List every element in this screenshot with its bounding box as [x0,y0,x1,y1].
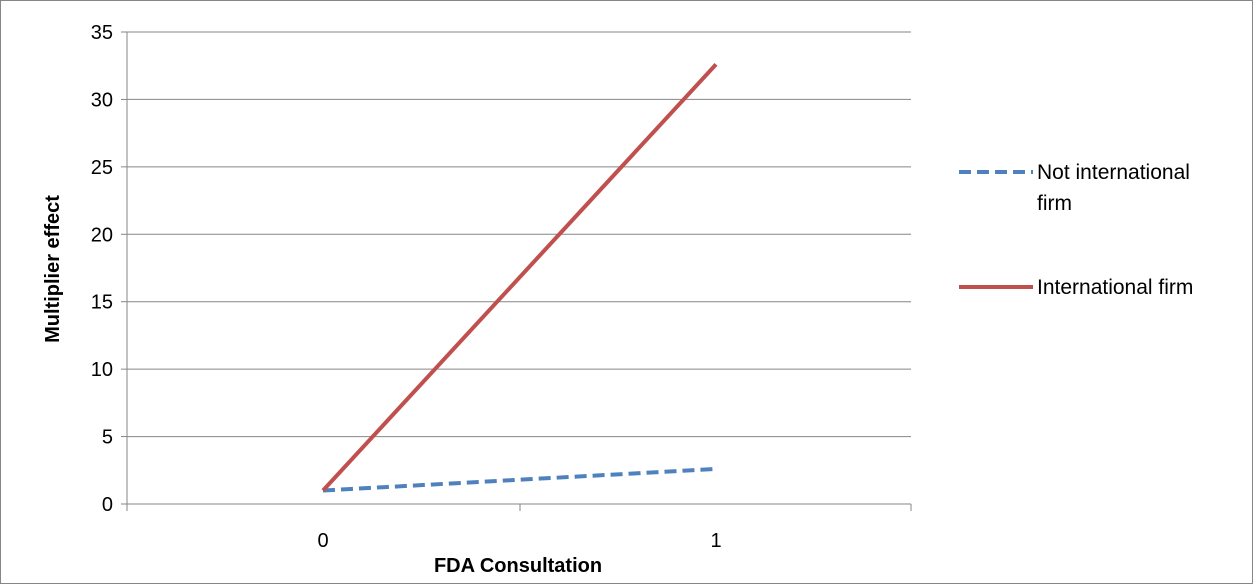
series-line [321,63,718,492]
y-tick-label: 25 [91,157,113,179]
legend-label: Not international [1037,161,1190,184]
legend-label: International firm [1037,276,1193,299]
y-tick-label: 15 [91,292,113,314]
legend-label: firm [1037,192,1072,215]
gridlines [127,31,911,438]
legend: Not international firm International firm [959,161,1193,299]
x-axis-title: FDA Consultation [434,555,602,577]
tick-labels: 0 5 10 15 20 25 30 35 0 1 [91,22,722,552]
y-tick-label: 0 [102,494,113,516]
series-lines [321,63,718,493]
y-tick-label: 5 [102,427,113,449]
y-tick-label: 35 [91,22,113,44]
axes [121,31,912,511]
series-line [322,466,717,493]
y-tick-label: 10 [91,359,113,381]
x-tick-label: 0 [317,530,328,552]
x-tick-label: 1 [710,530,721,552]
y-axis-title: Multiplier effect [42,195,64,343]
y-tick-label: 20 [91,224,113,246]
y-tick-label: 30 [91,89,113,111]
